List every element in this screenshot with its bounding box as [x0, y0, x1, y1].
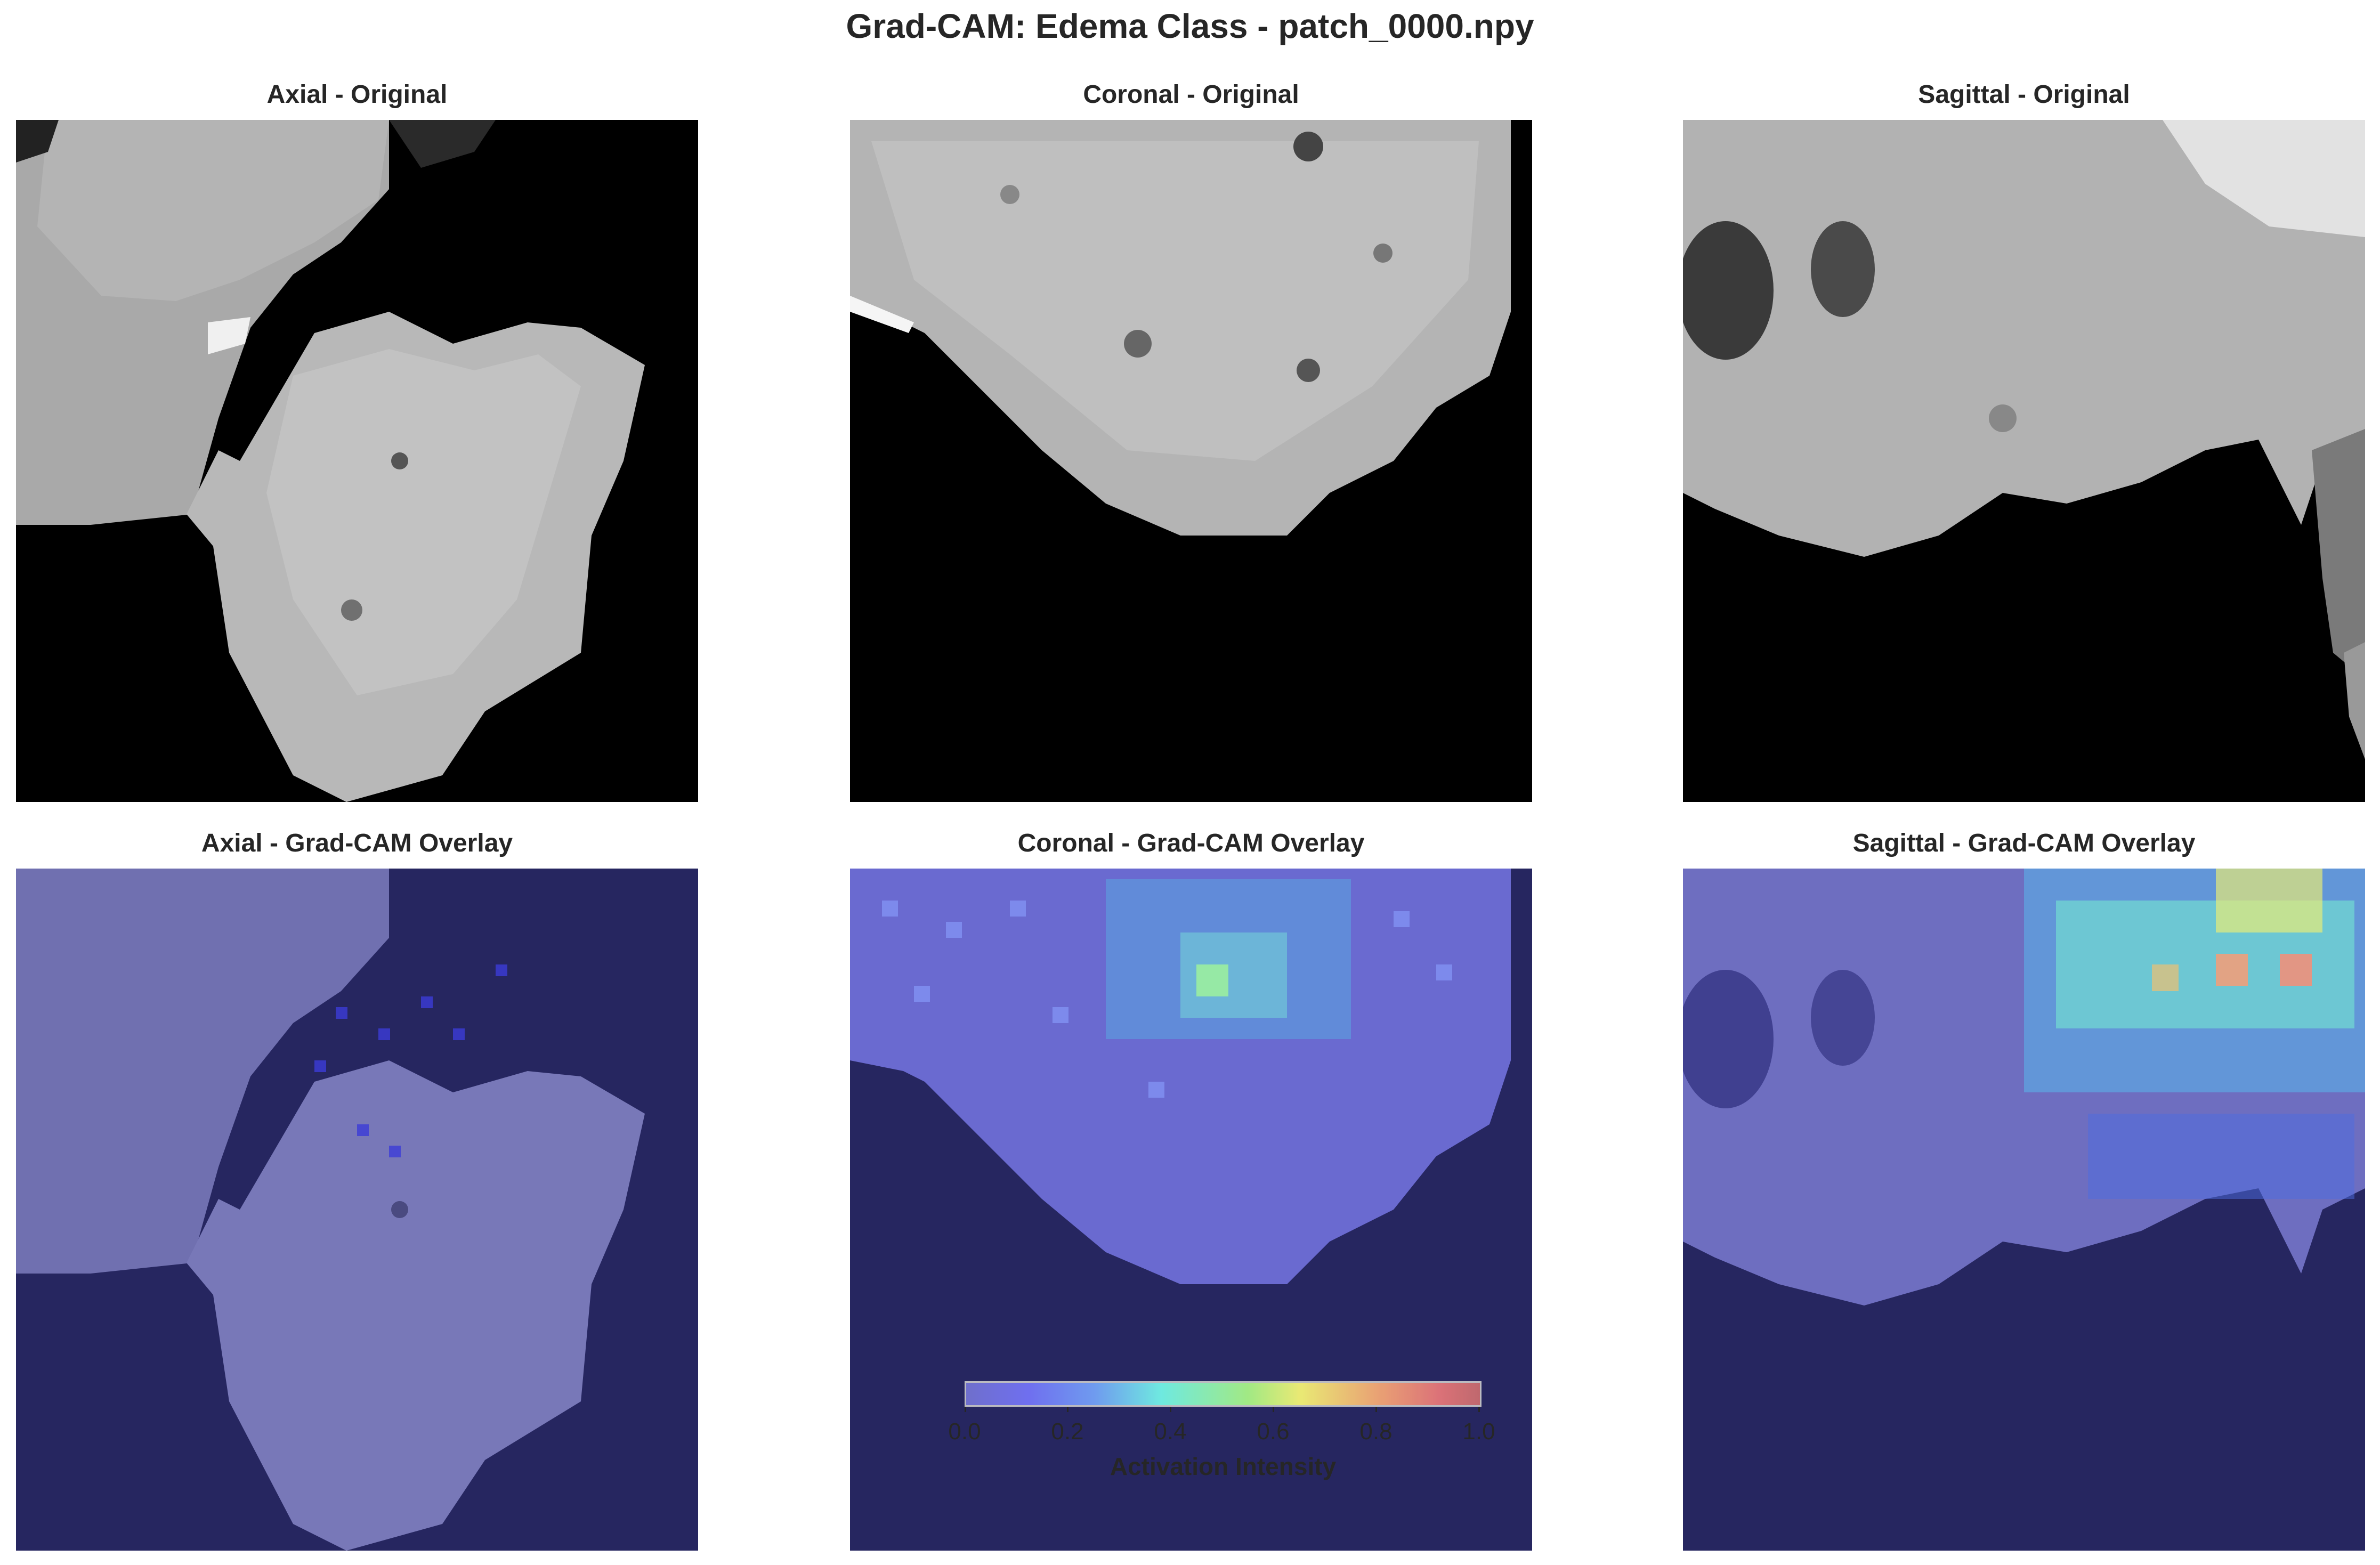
panel-title-sagittal-original: Sagittal - Original: [1918, 80, 2130, 109]
colorbar-label: Activation Intensity: [1110, 1453, 1337, 1480]
figure-title: Grad-CAM: Edema Class - patch_0000.npy: [846, 7, 1534, 45]
colorbar-tick: 0.0: [948, 1418, 981, 1445]
colorbar-tick: 0.6: [1257, 1418, 1290, 1445]
sagittal-overlay-image: [1683, 869, 2365, 1551]
colorbar-tick: 0.8: [1359, 1418, 1393, 1445]
panel-title-coronal-original: Coronal - Original: [1083, 80, 1299, 109]
colorbar-tick: 0.2: [1051, 1418, 1084, 1445]
panel-title-sagittal-overlay: Sagittal - Grad-CAM Overlay: [1852, 829, 2196, 857]
colorbar-tick: 1.0: [1462, 1418, 1495, 1445]
panel-title-axial-overlay: Axial - Grad-CAM Overlay: [201, 829, 513, 857]
sagittal-original-image: [1683, 120, 2365, 802]
coronal-overlay-image: [850, 869, 1532, 1551]
axial-overlay-image: [16, 869, 698, 1551]
colorbar: [965, 1381, 1482, 1407]
panel-title-axial-original: Axial - Original: [266, 80, 448, 109]
panel-title-coronal-overlay: Coronal - Grad-CAM Overlay: [1017, 829, 1365, 857]
colorbar-tick: 0.4: [1154, 1418, 1187, 1445]
axial-original-image: [16, 120, 698, 802]
coronal-original-image: [850, 120, 1532, 802]
